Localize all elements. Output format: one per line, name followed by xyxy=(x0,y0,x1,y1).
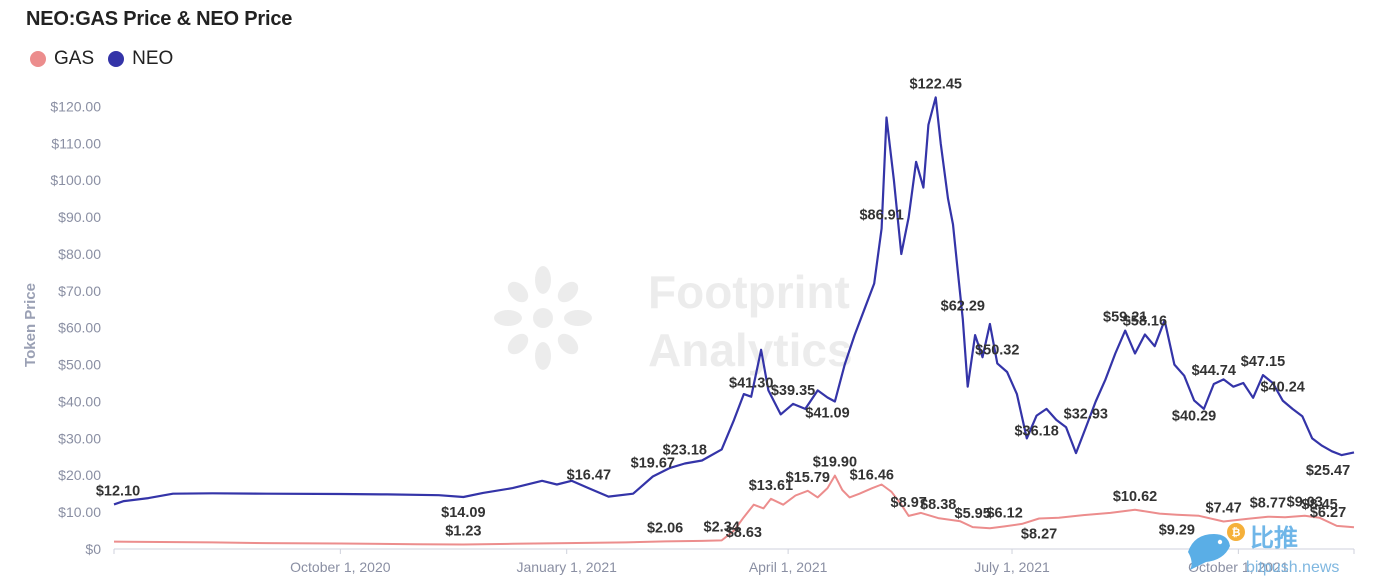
series-line-neo xyxy=(113,96,1355,506)
data-label-neo: $58.16 xyxy=(1123,314,1167,330)
data-label-gas: $8.63 xyxy=(726,525,762,541)
y-tick-label: $90.00 xyxy=(58,209,101,225)
y-tick-label: $0 xyxy=(85,541,101,557)
data-label-neo: $47.15 xyxy=(1241,354,1285,370)
y-tick-label: $80.00 xyxy=(58,246,101,262)
y-tick-label: $10.00 xyxy=(58,504,101,520)
legend-label-gas: GAS xyxy=(54,48,95,69)
svg-text:₿: ₿ xyxy=(1232,527,1241,539)
data-label-neo: $86.91 xyxy=(859,207,903,223)
data-labels: $12.10$1.23 $2.06 $2.34$8.63$13.61$15.79$1… xyxy=(96,76,1350,542)
data-label-gas: $13.61 xyxy=(749,478,793,494)
data-label-gas: $8.45 xyxy=(1301,497,1337,513)
data-label-neo: $41.09 xyxy=(805,405,849,421)
data-label-gas: $10.62 xyxy=(1113,489,1157,505)
data-label-neo: $44.74 xyxy=(1192,363,1236,379)
data-label-neo: $59.21 xyxy=(1103,310,1147,326)
x-tick-label: October 1, 2020 xyxy=(290,559,391,575)
data-label-gas: $6.12 xyxy=(986,505,1022,521)
footprint-watermark: Footprint Analytics xyxy=(494,266,853,376)
legend-dot-neo xyxy=(108,51,125,67)
y-axis: $0 $10.00 $20.00 $30.00 $40.00 $50.00 $60.00 $7… xyxy=(50,98,101,557)
y-axis-label: Token Price xyxy=(22,283,39,367)
data-label-gas: $9.03 xyxy=(1287,495,1323,511)
chart-title: NEO:GAS Price & NEO Price xyxy=(26,8,293,30)
data-label-gas: $8.38 xyxy=(920,497,956,513)
data-label-neo: $14.09 xyxy=(441,505,485,521)
bird-logo-icon: ₿ xyxy=(1188,523,1245,570)
data-label-neo: $50.32 xyxy=(975,342,1019,358)
x-axis: October 1, 2020 January 1, 2021 April 1, 2… xyxy=(113,548,1355,575)
data-label-neo: $32.93 xyxy=(1064,407,1108,423)
x-tick-label: July 1, 2021 xyxy=(974,559,1050,575)
data-label-neo: $62.29 xyxy=(941,298,985,314)
y-tick-label: $70.00 xyxy=(58,283,101,299)
series-line-gas xyxy=(113,474,1355,546)
bitpush-site: bitpush.news xyxy=(1246,559,1339,576)
legend-dot-gas xyxy=(30,51,46,67)
data-label-gas: $8.27 xyxy=(1021,527,1057,543)
legend-item-neo[interactable]: NEO xyxy=(108,48,173,70)
data-label-gas: $9.29 xyxy=(1159,523,1195,539)
bitpush-brand: 比推 xyxy=(1250,524,1298,552)
legend-item-gas[interactable]: GAS xyxy=(30,48,94,70)
data-label-neo: $19.67 xyxy=(631,455,675,471)
data-label-gas: $5.95 xyxy=(955,506,991,522)
y-tick-label: $100.00 xyxy=(50,172,101,188)
data-label-neo: $39.35 xyxy=(771,383,815,399)
data-label-gas: $2.34 xyxy=(704,519,740,535)
data-label-neo: $40.24 xyxy=(1260,380,1304,396)
data-label-neo: $16.47 xyxy=(567,467,611,483)
bitpush-badge: ₿ 比推 bitpush.news xyxy=(1188,523,1339,576)
data-label-neo: $23.18 xyxy=(663,443,707,459)
data-label-gas: $8.97 xyxy=(891,495,927,511)
data-label-gas: $1.23 xyxy=(445,523,481,539)
x-tick-label: April 1, 2021 xyxy=(749,559,828,575)
data-label-gas: $12.10 xyxy=(96,483,140,499)
x-tick-label: January 1, 2021 xyxy=(516,559,617,575)
legend-label-neo: NEO xyxy=(132,48,174,69)
watermark-line1: Footprint xyxy=(648,266,850,318)
y-tick-label: $60.00 xyxy=(58,320,101,336)
data-label-gas: $2.06 xyxy=(647,520,683,536)
data-label-neo: $40.29 xyxy=(1172,408,1216,424)
data-label-gas: $15.79 xyxy=(786,470,830,486)
legend: GAS NEO xyxy=(30,48,173,70)
y-tick-label: $20.00 xyxy=(58,467,101,483)
series-lines xyxy=(113,96,1355,546)
footprint-logo-icon xyxy=(494,266,592,370)
data-label-neo: $25.47 xyxy=(1306,463,1350,479)
y-tick-label: $30.00 xyxy=(58,430,101,446)
data-label-gas: $19.90 xyxy=(813,455,857,471)
data-label-gas: $8.77 xyxy=(1250,496,1286,512)
y-tick-label: $50.00 xyxy=(58,357,101,373)
y-tick-label: $110.00 xyxy=(51,135,101,151)
y-tick-label: $120.00 xyxy=(50,98,101,114)
data-label-gas: $6.27 xyxy=(1310,505,1346,521)
data-label-neo: $41.30 xyxy=(729,376,773,392)
data-label-gas: $16.46 xyxy=(850,467,894,483)
data-label-gas: $7.47 xyxy=(1205,500,1241,516)
y-tick-label: $40.00 xyxy=(58,393,101,409)
data-label-neo: $36.18 xyxy=(1014,424,1058,440)
x-tick-label: October 1, 2021 xyxy=(1188,559,1289,575)
data-label-neo: $122.45 xyxy=(910,76,962,92)
watermark-line2: Analytics xyxy=(648,324,853,376)
